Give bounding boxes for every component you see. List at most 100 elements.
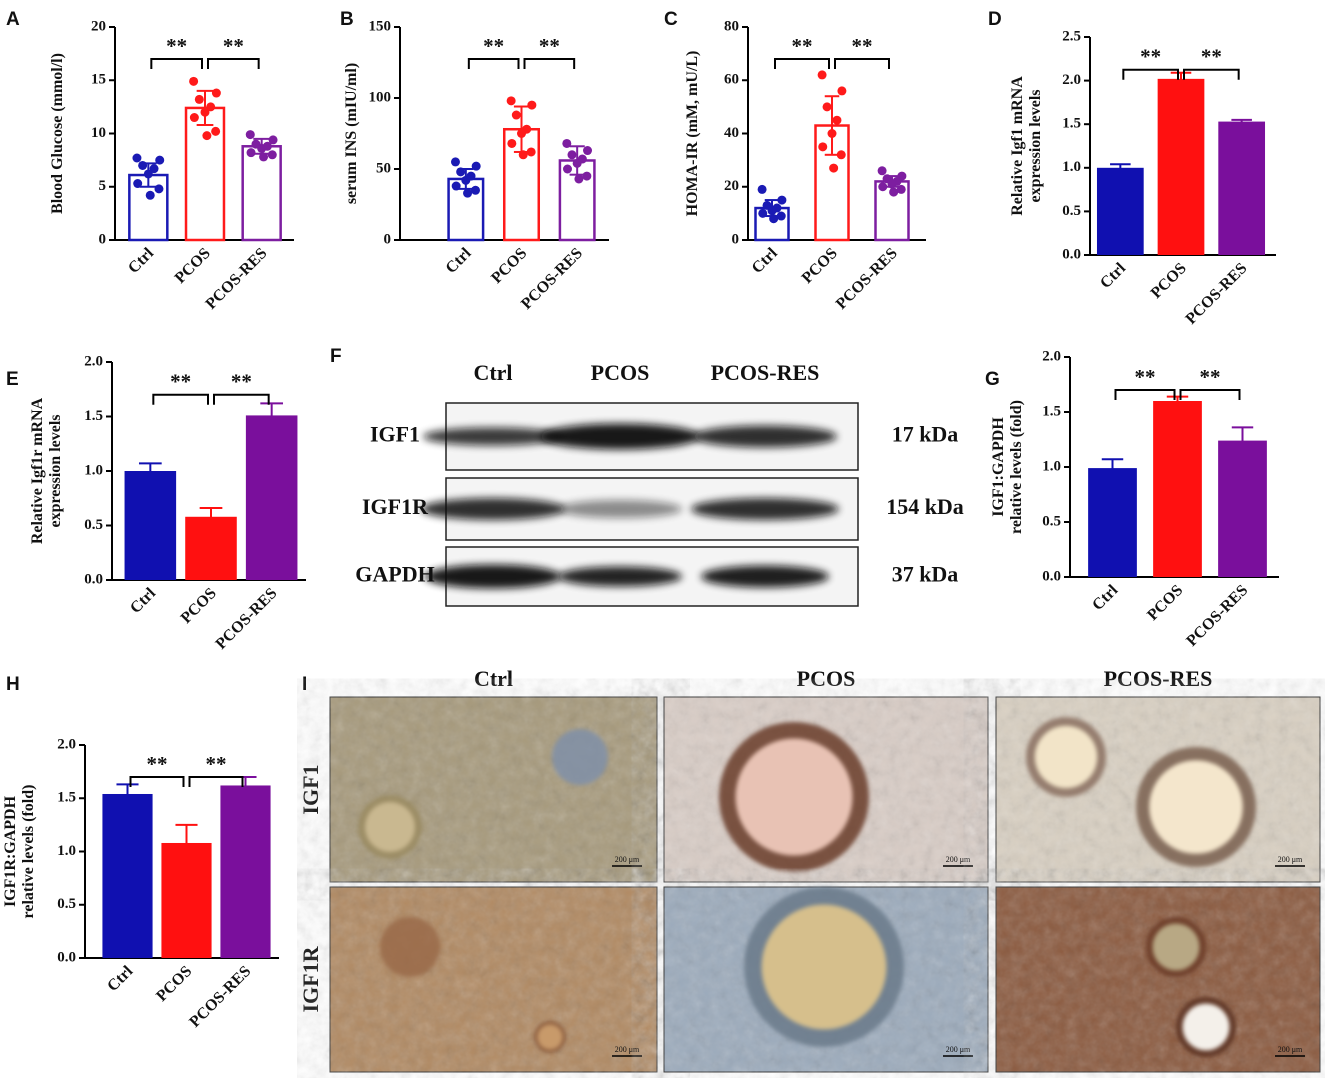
y-axis-label: expression levels: [1027, 89, 1044, 202]
y-tick-label: 50: [376, 160, 391, 176]
bar: [1153, 401, 1202, 577]
bar: [161, 842, 212, 958]
x-tick-label: PCOS-RES: [213, 585, 281, 653]
data-point: [194, 94, 204, 104]
blot-band: [558, 566, 682, 587]
bar: [1157, 78, 1205, 255]
blot-band: [540, 423, 700, 450]
panel-letter: A: [6, 9, 20, 30]
y-tick-label: 2.5: [1062, 28, 1081, 44]
panel-letter: I: [302, 674, 307, 695]
significance-label: **: [147, 752, 168, 776]
significance-label: **: [792, 34, 813, 58]
significance-bracket: [834, 57, 890, 69]
data-point: [567, 150, 577, 160]
y-tick-label: 0.5: [1062, 203, 1081, 219]
y-axis-label: relative levels (fold): [20, 785, 37, 919]
significance-bracket: [1183, 68, 1240, 80]
blot-band: [693, 425, 837, 448]
significance-bracket: [774, 57, 830, 69]
significance-label: **: [1135, 365, 1156, 389]
x-tick-label: PCOS: [1144, 582, 1186, 624]
data-point: [450, 157, 460, 167]
scale-bar-label: 200 μm: [1278, 1045, 1303, 1054]
y-tick-label: 1.0: [1042, 458, 1061, 474]
x-tick-label: Ctrl: [1097, 259, 1130, 292]
x-tick-label: Ctrl: [749, 244, 782, 277]
data-point: [832, 115, 842, 125]
blot-band: [425, 564, 561, 589]
y-tick-label: 1.5: [1062, 116, 1081, 132]
panel-letter: H: [6, 674, 20, 695]
y-tick-label: 0.0: [57, 949, 76, 965]
histology-texture: [330, 887, 657, 1072]
y-tick-label: 20: [724, 178, 739, 194]
bar: [1218, 121, 1266, 255]
significance-bracket: [523, 57, 576, 69]
significance-bracket: [150, 57, 203, 69]
data-point: [506, 96, 516, 106]
x-tick-label: Ctrl: [1089, 581, 1122, 614]
blot-column-label: PCOS-RES: [711, 360, 820, 385]
y-tick-label: 1.0: [84, 462, 103, 478]
tissue-lumen: [761, 904, 887, 1030]
y-tick-label: 0.0: [84, 571, 103, 587]
significance-label: **: [1140, 45, 1161, 69]
significance-label: **: [170, 370, 191, 394]
blot-row-label: IGF1: [370, 422, 420, 447]
tissue-lumen: [365, 802, 415, 852]
panel-letter: G: [985, 369, 1000, 390]
data-point: [245, 130, 255, 140]
x-tick-label: PCOS-RES: [1183, 260, 1251, 328]
data-point: [133, 179, 143, 189]
data-point: [526, 147, 536, 157]
data-point: [154, 184, 164, 194]
y-tick-label: 10: [91, 125, 106, 141]
scale-bar-label: 200 μm: [946, 1045, 971, 1054]
x-tick-label: Ctrl: [125, 244, 158, 277]
significance-bracket: [1114, 389, 1176, 400]
data-point: [822, 102, 832, 112]
y-axis-label: relative levels (fold): [1008, 400, 1025, 534]
tissue-structure: [552, 729, 608, 785]
blot-band: [691, 498, 839, 520]
significance-label: **: [539, 34, 560, 58]
blot-size-label: 37 kDa: [892, 562, 959, 587]
bar: [124, 471, 177, 580]
data-point: [829, 163, 839, 173]
data-point: [145, 190, 155, 200]
blot-size-label: 154 kDa: [886, 494, 964, 519]
y-axis-label: Relative Igf1 mRNA: [1009, 76, 1026, 216]
significance-bracket: [1179, 389, 1241, 400]
scale-bar-label: 200 μm: [1278, 855, 1303, 864]
scale-bar-label: 200 μm: [946, 855, 971, 864]
data-point: [463, 188, 473, 198]
significance-bracket: [1122, 68, 1179, 80]
y-axis-label: expression levels: [47, 414, 64, 527]
data-point: [818, 142, 828, 152]
panel-letter: B: [340, 9, 354, 30]
data-point: [268, 135, 278, 145]
tissue-lumen: [1149, 760, 1243, 854]
data-point: [837, 86, 847, 96]
blot-row-label: GAPDH: [355, 562, 434, 587]
tissue-lumen: [1034, 725, 1098, 789]
bar: [1218, 440, 1267, 577]
significance-bracket: [188, 775, 244, 787]
data-point: [583, 146, 593, 156]
y-tick-label: 20: [91, 18, 106, 34]
data-point: [563, 164, 573, 174]
significance-bracket: [152, 393, 209, 405]
y-tick-label: 1.5: [57, 790, 76, 806]
blot-band: [558, 500, 682, 518]
panel-letter: C: [664, 9, 678, 30]
scale-bar-label: 200 μm: [615, 1045, 640, 1054]
data-point: [777, 195, 787, 205]
data-point: [471, 161, 481, 171]
histology-column-label: PCOS-RES: [1104, 666, 1213, 691]
y-tick-label: 2.0: [84, 353, 103, 369]
data-point: [132, 153, 142, 163]
y-tick-label: 1.5: [1042, 403, 1061, 419]
y-tick-label: 1.0: [57, 843, 76, 859]
